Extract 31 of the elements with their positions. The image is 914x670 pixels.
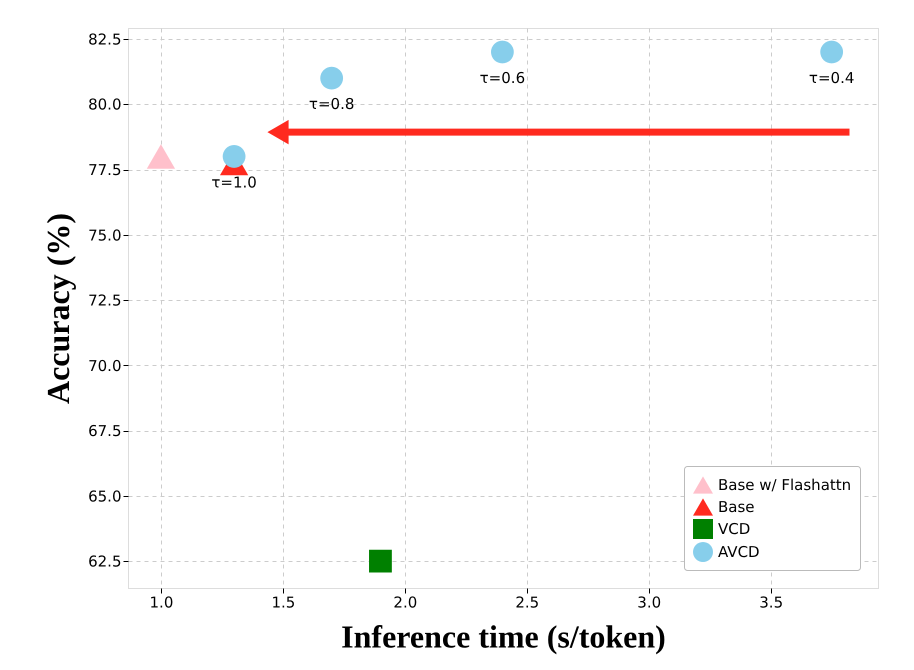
point xyxy=(146,144,176,169)
x-tick-label: 1.0 xyxy=(149,594,174,612)
x-tick-label: 1.5 xyxy=(271,594,296,612)
x-axis-title: Inference time (s/token) xyxy=(341,618,666,654)
x-tick-label: 2.5 xyxy=(515,594,540,612)
y-tick-label: 82.5 xyxy=(88,30,122,48)
y-tick-label: 80.0 xyxy=(88,96,122,114)
legend-label: AVCD xyxy=(718,543,760,561)
y-tick-label: 75.0 xyxy=(88,226,122,244)
y-axis-title: Accuracy (%) xyxy=(40,212,76,404)
x-tick-label: 2.0 xyxy=(393,594,418,612)
x-tick-label: 3.5 xyxy=(759,594,784,612)
point xyxy=(222,145,246,168)
legend-label: Base xyxy=(718,498,755,516)
annotation: τ=0.8 xyxy=(308,95,354,114)
legend-label: Base w/ Flashattn xyxy=(718,476,852,494)
y-tick-label: 65.0 xyxy=(88,487,122,506)
y-tick-label: 62.5 xyxy=(88,552,122,571)
y-tick-label: 67.5 xyxy=(88,422,122,440)
legend-label: VCD xyxy=(718,520,750,538)
y-tick-label: 77.5 xyxy=(88,161,122,179)
annotation: τ=0.6 xyxy=(480,69,526,88)
y-tick-label: 72.5 xyxy=(88,292,122,310)
point xyxy=(820,40,844,64)
annotation: τ=1.0 xyxy=(211,173,257,192)
point xyxy=(320,66,344,90)
y-tick-label: 70.0 xyxy=(88,356,122,375)
annotation: τ=0.4 xyxy=(808,69,854,88)
point xyxy=(369,550,392,573)
point xyxy=(490,40,514,64)
x-tick-label: 3.0 xyxy=(637,594,662,612)
